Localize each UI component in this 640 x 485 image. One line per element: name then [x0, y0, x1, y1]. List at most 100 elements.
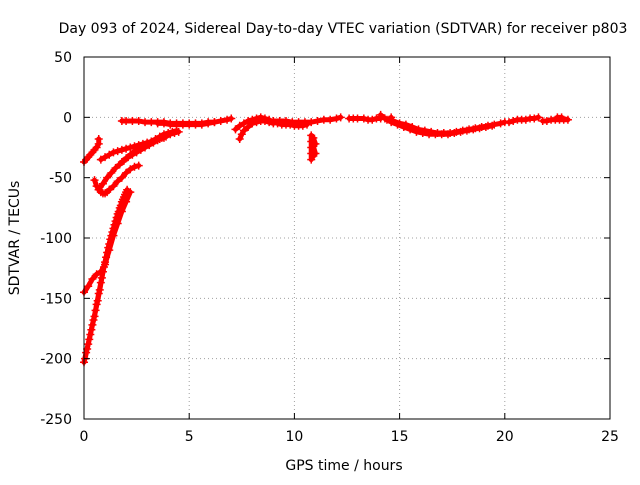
data-point [159, 130, 168, 139]
series-drop-11h [307, 131, 320, 164]
data-point [248, 115, 257, 124]
data-point [313, 116, 322, 125]
data-point [134, 161, 143, 170]
data-point [94, 185, 103, 194]
data-point [155, 132, 164, 141]
data-point [97, 273, 106, 282]
data-point [443, 130, 452, 139]
series-arc-3 [117, 126, 181, 166]
data-point [216, 116, 225, 125]
data-point [117, 207, 126, 216]
data-point [130, 162, 139, 171]
x-tick-label: 25 [601, 429, 619, 445]
data-point [117, 157, 126, 166]
data-point [90, 176, 99, 185]
data-point [197, 120, 206, 129]
data-point [109, 148, 118, 157]
data-point [307, 118, 316, 127]
data-point [91, 306, 100, 315]
data-point [406, 125, 415, 134]
data-point [311, 149, 320, 158]
x-tick-label: 20 [496, 429, 514, 445]
data-point [147, 137, 156, 146]
data-point [87, 325, 96, 334]
data-point [534, 113, 543, 122]
data-point [96, 155, 105, 164]
data-point [113, 177, 122, 186]
y-tick-label: -150 [40, 291, 72, 307]
data-point [96, 267, 105, 276]
data-point [309, 133, 318, 142]
data-point [109, 182, 118, 191]
data-point [122, 197, 131, 206]
data-point [505, 118, 514, 127]
y-tick-label: 50 [54, 50, 72, 66]
y-tick-label: -200 [40, 352, 72, 368]
data-point [164, 129, 173, 138]
data-point [387, 118, 396, 127]
data-point [311, 139, 320, 148]
data-point [105, 150, 114, 159]
data-point [368, 115, 377, 124]
data-point [542, 116, 551, 125]
data-point [530, 114, 539, 123]
data-point [223, 115, 232, 124]
data-point [399, 122, 408, 131]
data-point [204, 119, 213, 128]
data-point [557, 113, 566, 122]
data-point [456, 127, 465, 136]
data-point [138, 142, 147, 151]
y-tick-label: -50 [49, 171, 72, 187]
series-tail-20h [505, 113, 543, 127]
data-point [89, 316, 98, 325]
series-bowl-b [387, 118, 497, 139]
data-point [382, 115, 391, 124]
data-point [88, 275, 97, 284]
data-point [227, 114, 236, 123]
data-point [122, 144, 131, 153]
data-point [105, 185, 114, 194]
data-point [105, 246, 114, 255]
x-tick-label: 5 [185, 429, 194, 445]
series-early-arc [80, 135, 103, 166]
x-tick-label: 10 [285, 429, 303, 445]
data-point [113, 219, 122, 228]
series-tail-22h [538, 113, 572, 125]
data-point [117, 145, 126, 154]
data-point [563, 115, 572, 124]
data-point [475, 124, 484, 133]
series-flat-2 [153, 118, 219, 129]
x-tick-label: 0 [80, 429, 89, 445]
data-point [130, 147, 139, 156]
data-point [103, 173, 112, 182]
data-point [101, 260, 110, 269]
data-point [496, 119, 505, 128]
data-point [134, 144, 143, 153]
chart-title: Day 093 of 2024, Sidereal Day-to-day VTE… [59, 21, 628, 37]
data-point [84, 282, 93, 291]
series-steep-3 [80, 188, 135, 297]
data-point [168, 127, 177, 136]
y-tick-label: -100 [40, 231, 72, 247]
data-point [151, 135, 160, 144]
data-point [134, 116, 143, 125]
data-point [210, 118, 219, 127]
series-flat-3 [269, 113, 345, 127]
data-point [117, 173, 126, 182]
data-point [126, 150, 135, 159]
data-point [126, 188, 135, 197]
data-point [244, 116, 253, 125]
data-point [122, 154, 131, 163]
data-point [113, 147, 122, 156]
data-point [95, 285, 104, 294]
points-layer [80, 110, 572, 367]
ticks-layer: 0 5 10 15 20 25 50 0 -50 -100 -150 -200 -250 [40, 50, 619, 445]
data-point [462, 126, 471, 135]
data-point [159, 119, 168, 128]
data-point [281, 116, 290, 125]
data-point [122, 168, 131, 177]
data-point [111, 164, 120, 173]
data-point [92, 270, 101, 279]
